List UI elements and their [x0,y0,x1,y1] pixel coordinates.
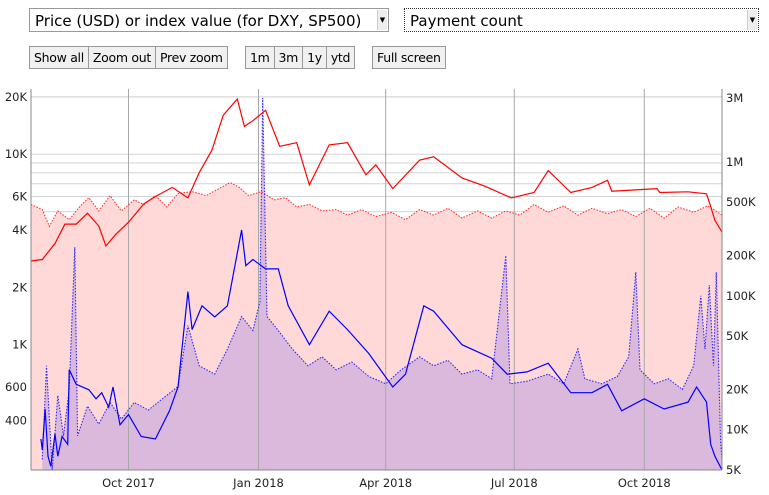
prev-zoom-button[interactable]: Prev zoom [155,46,228,69]
x-tick-label: Jul 2018 [490,476,538,490]
right-metric-select[interactable]: Payment count ▼ [404,8,759,32]
x-tick-label: Oct 2017 [102,476,155,490]
left-tick-label: 10K [5,147,28,161]
dropdown-arrow-icon: ▼ [747,10,757,30]
left-tick-label: 2K [12,280,27,294]
right-metric-value: Payment count [410,12,523,30]
right-tick-label: 20K [726,382,749,396]
x-tick-label: Jan 2018 [232,476,284,490]
right-tick-label: 500K [726,195,756,209]
right-tick-label: 10K [726,423,749,437]
show-all-button[interactable]: Show all [29,46,89,69]
zoom-out-button[interactable]: Zoom out [87,46,157,69]
left-tick-label: 400 [5,414,27,428]
left-metric-value: Price (USD) or index value (for DXY, SP5… [35,12,362,30]
x-tick-label: Apr 2018 [359,476,412,490]
left-tick-label: 1K [12,338,27,352]
left-tick-label: 600 [5,380,27,394]
right-tick-label: 200K [726,248,756,262]
dropdown-arrow-icon: ▼ [377,10,387,30]
left-tick-label: 20K [5,90,28,104]
left-tick-label: 6K [12,189,27,203]
left-metric-select[interactable]: Price (USD) or index value (for DXY, SP5… [29,8,389,32]
x-tick-label: Oct 2018 [618,476,671,490]
right-tick-label: 50K [726,329,749,343]
full-screen-button[interactable]: Full screen [372,46,446,69]
series-1-line [41,97,723,471]
left-tick-label: 4K [12,223,27,237]
series-0-line [30,181,723,228]
right-tick-label: 5K [726,463,741,477]
series-3-line [40,229,723,471]
right-tick-label: 3M [726,91,743,105]
series-2-line [30,97,723,262]
right-tick-label: 100K [726,289,756,303]
right-tick-label: 1M [726,155,743,169]
range-ytd-button[interactable]: ytd [325,46,356,69]
